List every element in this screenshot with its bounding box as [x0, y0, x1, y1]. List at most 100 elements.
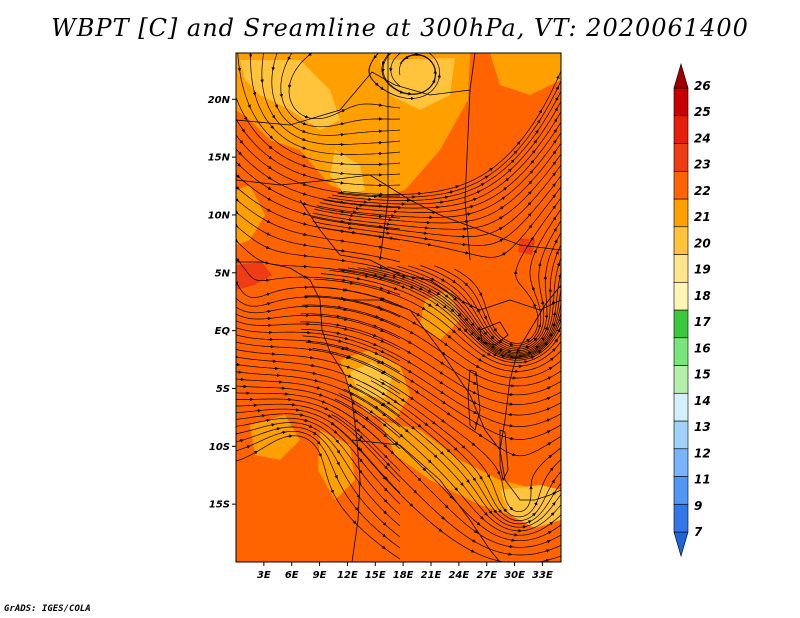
streamline-arrow: [434, 302, 440, 307]
streamline-arrow: [339, 122, 345, 126]
streamline-arrow: [346, 374, 352, 378]
streamline-arrow: [380, 381, 386, 385]
streamline-arrow: [463, 328, 468, 333]
streamline-arrow: [511, 452, 517, 457]
streamline-arrow: [498, 508, 502, 514]
streamline-arrow: [424, 422, 429, 427]
streamline-arrow: [318, 393, 324, 397]
streamline-arrow: [409, 396, 415, 401]
streamline-arrow: [267, 165, 272, 170]
streamline-arrow: [476, 308, 480, 314]
streamline-arrow: [364, 274, 369, 278]
streamline-arrow: [374, 405, 379, 409]
streamline-arrow: [443, 342, 449, 347]
streamline-arrow: [268, 155, 273, 160]
streamline: [408, 231, 561, 350]
streamline-arrow: [409, 330, 414, 334]
streamline: [236, 435, 401, 560]
streamline-arrow: [238, 151, 242, 156]
streamline-arrow: [333, 430, 338, 434]
streamline-arrow: [553, 139, 557, 144]
streamline-arrow: [364, 416, 370, 420]
streamline-arrow: [394, 441, 399, 445]
streamline-arrow: [544, 558, 550, 562]
streamline-arrow: [503, 187, 508, 191]
streamline-arrow: [448, 190, 454, 194]
streamline-arrow: [484, 175, 489, 179]
streamline-arrow: [534, 345, 540, 350]
streamline-arrow: [266, 208, 272, 212]
colorbar-label: 20: [694, 236, 711, 250]
streamline-arrow: [556, 328, 561, 333]
streamline: [302, 335, 561, 427]
streamline-arrow: [449, 494, 453, 499]
colorbar-label: 22: [694, 184, 711, 198]
coastline-east-africa: [499, 284, 561, 501]
colorbar-segment: [673, 143, 689, 172]
streamline-arrow: [509, 506, 514, 511]
streamline-arrow: [301, 163, 307, 168]
streamline-arrow: [471, 539, 476, 543]
credit-text: GrADS: IGES/COLA: [4, 604, 91, 614]
streamline-arrow: [531, 286, 536, 292]
streamline-arrow: [493, 509, 498, 514]
streamline: [316, 132, 561, 218]
streamline-arrow: [376, 360, 382, 364]
streamline-arrow: [301, 154, 307, 159]
streamline-arrow: [377, 245, 383, 249]
streamline: [316, 186, 561, 258]
streamline: [338, 392, 561, 536]
streamline-arrow: [312, 431, 318, 435]
streamline-arrow: [474, 421, 479, 425]
streamline: [236, 334, 401, 373]
streamline-arrow: [446, 448, 451, 453]
streamline-arrow: [473, 372, 478, 376]
streamline-arrow: [357, 446, 361, 451]
streamline-arrow: [298, 413, 304, 417]
streamline-arrow: [243, 116, 248, 121]
streamline-arrow: [439, 380, 444, 385]
streamlines: [236, 53, 561, 562]
streamline-arrow: [529, 170, 534, 174]
streamline-arrow: [358, 481, 362, 486]
streamline-arrow: [552, 205, 556, 210]
streamline-arrow: [450, 308, 455, 313]
streamline-arrow: [379, 318, 385, 322]
streamline-arrow: [527, 201, 532, 206]
streamline: [236, 198, 401, 252]
streamline-arrow: [483, 341, 488, 345]
streamline-arrow: [302, 232, 308, 237]
streamline-arrow: [547, 531, 552, 535]
streamline-arrow: [478, 433, 483, 437]
streamline-arrow: [241, 128, 245, 133]
streamline-arrow: [453, 297, 457, 301]
streamline-arrow: [498, 348, 504, 352]
streamline: [300, 328, 561, 416]
streamline-arrow: [506, 349, 512, 353]
colorbar-segment: [673, 115, 689, 144]
streamline-arrow: [536, 119, 541, 124]
streamline-arrow: [301, 129, 307, 133]
streamline-arrow: [550, 512, 555, 516]
streamline-arrow: [490, 345, 495, 349]
coastline-west-africa: [236, 261, 361, 562]
streamline-arrow: [441, 516, 446, 520]
streamline-arrow: [265, 292, 271, 296]
streamline-arrow: [345, 355, 350, 360]
streamline: [337, 80, 561, 198]
streamline-arrow: [498, 339, 503, 344]
streamline-arrow: [447, 334, 452, 339]
streamline: [305, 341, 561, 440]
streamline-arrow: [468, 303, 473, 309]
streamline-arrow: [301, 146, 307, 150]
streamline-arrow: [558, 273, 561, 279]
streamline-arrow: [427, 289, 432, 293]
streamline-arrow: [315, 386, 321, 390]
streamline-arrow: [439, 451, 444, 455]
streamline-arrow: [475, 190, 481, 194]
streamline: [236, 327, 401, 362]
colorbar-segment: [673, 198, 689, 228]
streamline-arrow: [490, 335, 495, 340]
streamline-arrow: [340, 109, 346, 113]
